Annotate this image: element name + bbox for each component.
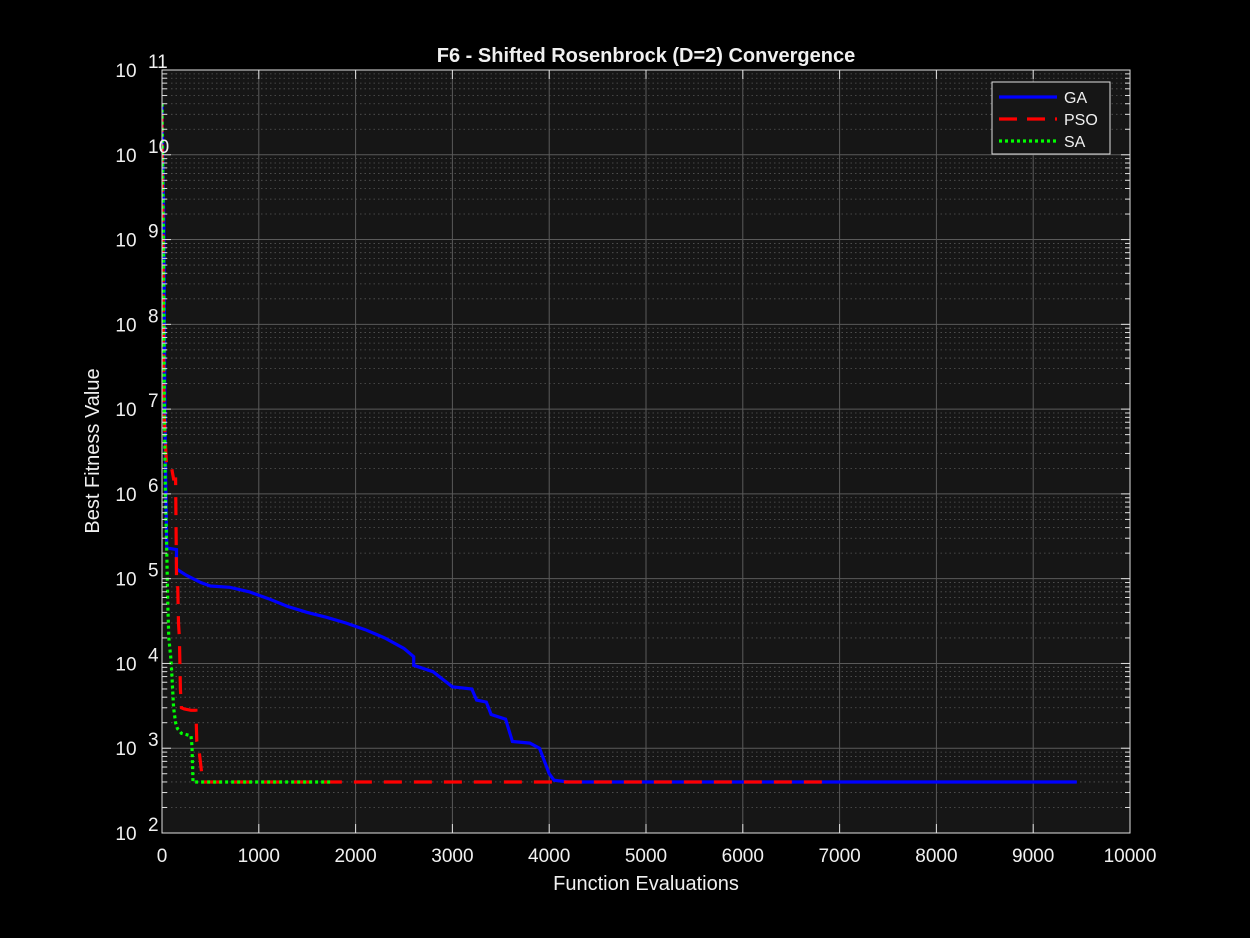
y-tick-label: 10 xyxy=(115,400,136,421)
y-tick-exponent: 5 xyxy=(148,561,159,582)
major-grid xyxy=(162,70,1130,833)
x-tick-label: 9000 xyxy=(1012,846,1054,867)
x-tick-label: 8000 xyxy=(915,846,957,867)
y-tick-label: 10 xyxy=(115,315,136,336)
y-tick-exponent: 7 xyxy=(148,391,159,412)
y-tick-exponent: 10 xyxy=(148,137,169,158)
y-tick-exponent: 11 xyxy=(148,52,168,73)
y-axis-label: Best Fitness Value xyxy=(82,368,104,533)
x-tick-label: 2000 xyxy=(334,846,376,867)
x-tick-label: 0 xyxy=(157,846,168,867)
y-tick-label: 10 xyxy=(115,824,136,845)
x-tick-label: 4000 xyxy=(528,846,570,867)
y-tick-label: 10 xyxy=(115,61,136,82)
y-tick-exponent: 3 xyxy=(148,730,159,751)
x-tick-label: 5000 xyxy=(625,846,667,867)
y-tick-label: 10 xyxy=(115,570,136,591)
y-tick-label: 10 xyxy=(115,739,136,760)
legend: GA PSO SA xyxy=(991,81,1111,155)
x-tick-label: 10000 xyxy=(1104,846,1157,867)
y-tick-exponent: 6 xyxy=(148,476,159,497)
chart-title: F6 - Shifted Rosenbrock (D=2) Convergenc… xyxy=(437,45,855,67)
axis-ticks xyxy=(161,69,1131,834)
legend-label-sa: SA xyxy=(1064,134,1086,151)
x-tick-labels: 0 1000 2000 3000 4000 5000 6000 7000 8000 9000 100… xyxy=(157,846,1157,867)
y-tick-exponent: 4 xyxy=(148,645,159,666)
y-tick-label: 10 xyxy=(115,485,136,506)
x-tick-label: 1000 xyxy=(238,846,280,867)
x-tick-label: 6000 xyxy=(722,846,764,867)
y-tick-exponent: 8 xyxy=(148,306,159,327)
y-tick-label: 10 xyxy=(115,146,136,167)
y-tick-label: 10 xyxy=(115,654,136,675)
y-tick-exponent: 9 xyxy=(148,222,159,243)
minor-grid xyxy=(162,73,1130,808)
x-axis-label: Function Evaluations xyxy=(553,873,739,895)
y-tick-label: 10 xyxy=(115,231,136,252)
x-tick-label: 7000 xyxy=(818,846,860,867)
series-line-sa xyxy=(162,103,332,784)
y-tick-labels: 10 2 10 3 10 4 10 5 10 6 10 7 10 8 10 9 10 10 10 11 xyxy=(115,52,169,845)
legend-label-ga: GA xyxy=(1064,90,1087,107)
legend-entries: GA PSO SA xyxy=(999,90,1098,151)
y-tick-exponent: 2 xyxy=(148,815,159,836)
x-tick-label: 3000 xyxy=(431,846,473,867)
legend-label-pso: PSO xyxy=(1064,112,1098,129)
series-layer xyxy=(162,103,1077,784)
